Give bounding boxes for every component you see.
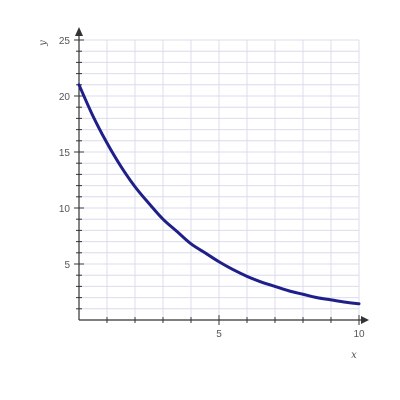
- data-series-line: [77, 83, 361, 306]
- y-tick-label: 25: [59, 36, 71, 47]
- chart-ticks: [74, 39, 360, 325]
- chart-tick-labels: 5 10 5 10 15 20 25: [59, 36, 365, 340]
- y-axis-label: y: [38, 40, 49, 47]
- x-axis-arrow: [361, 316, 369, 324]
- x-tick-label: 5: [216, 329, 222, 340]
- chart-grid: [79, 39, 360, 320]
- x-tick-label: 10: [353, 329, 365, 340]
- chart-axes: [75, 27, 369, 324]
- x-axis-label: x: [351, 350, 357, 361]
- y-tick-label: 20: [59, 92, 71, 103]
- y-tick-label: 15: [59, 148, 71, 159]
- y-tick-label: 5: [64, 260, 70, 271]
- y-axis-arrow: [75, 27, 83, 36]
- y-tick-label: 10: [59, 204, 71, 215]
